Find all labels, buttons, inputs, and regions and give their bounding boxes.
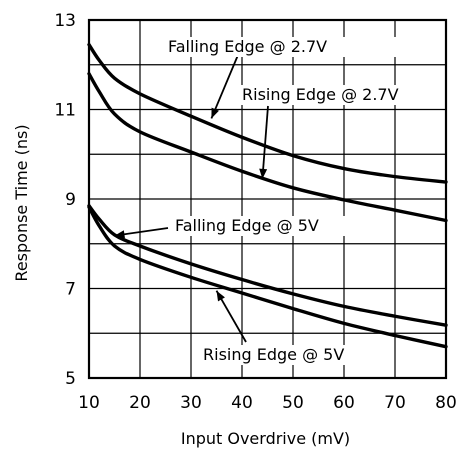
annotation-arrow [210, 54, 239, 119]
annotation-label-bg [200, 345, 390, 365]
y-tick-label: 9 [65, 190, 76, 210]
annotation-label-bg [165, 37, 402, 57]
x-tick-label: 40 [231, 393, 253, 413]
annotation-arrowhead [114, 230, 125, 239]
annotation-label-bg [172, 216, 362, 236]
x-tick-label: 60 [333, 393, 355, 413]
y-tick-labels: 5 7 9 11 13 [54, 11, 76, 389]
y-tick-label: 7 [65, 280, 76, 300]
x-tick-label: 10 [78, 393, 100, 413]
y-tick-label: 5 [65, 369, 76, 389]
y-tick-label: 13 [54, 11, 76, 31]
series-line-4 [87, 205, 448, 349]
annotation-arrow [261, 105, 269, 179]
x-tick-labels: 10 20 30 40 50 60 70 80 [78, 393, 457, 413]
y-tick-label: 11 [54, 101, 76, 121]
series-line-1 [87, 42, 448, 184]
annotation-label: Falling Edge @ 2.7V [168, 37, 327, 56]
curves [87, 42, 448, 349]
plot-frame [87, 18, 448, 380]
annotation-label: Rising Edge @ 5V [203, 345, 344, 364]
annotation-arrowhead [259, 168, 268, 179]
x-tick-label: 50 [282, 393, 304, 413]
grid [88, 19, 447, 379]
series-line-3 [87, 204, 448, 327]
series-line-2 [87, 72, 448, 223]
annotation-label-bg [239, 85, 437, 105]
x-tick-label: 30 [180, 393, 202, 413]
annotation-arrowhead [216, 290, 225, 302]
x-tick-label: 70 [384, 393, 406, 413]
y-axis-label: Response Time (ns) [12, 124, 31, 281]
annotations: Falling Edge @ 2.7V Rising Edge @ 2.7V Fal… [114, 37, 437, 365]
x-tick-label: 80 [435, 393, 457, 413]
x-tick-label: 20 [129, 393, 151, 413]
annotation-arrowhead [211, 107, 219, 119]
annotation-label: Falling Edge @ 5V [175, 216, 319, 235]
annotation-label: Rising Edge @ 2.7V [242, 85, 399, 104]
x-axis-label: Input Overdrive (mV) [181, 429, 350, 448]
